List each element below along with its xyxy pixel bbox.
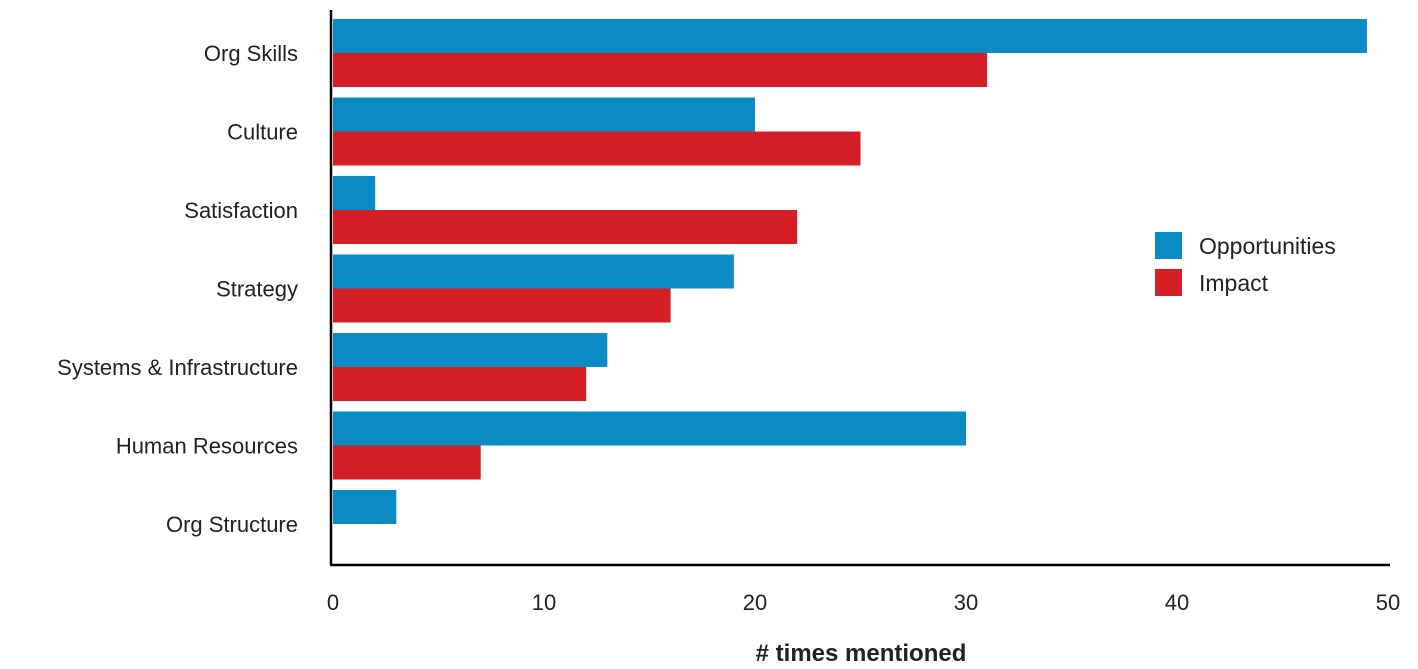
category-label: Human Resources (116, 434, 298, 459)
category-label: Satisfaction (184, 198, 298, 223)
bar-opportunities-6 (333, 490, 397, 524)
category-label: Org Structure (166, 512, 298, 537)
legend: Opportunities Impact (1155, 232, 1336, 296)
bar-opportunities-3 (333, 254, 734, 289)
x-tick-label: 50 (1376, 590, 1400, 615)
legend-swatch-impact (1155, 269, 1182, 296)
x-tick-label: 20 (743, 590, 767, 615)
x-axis-title: # times mentioned (756, 640, 967, 667)
legend-label-impact: Impact (1199, 270, 1269, 296)
bar-impact-1 (333, 131, 861, 166)
x-tick-label: 30 (954, 590, 978, 615)
category-labels: Org Skills Culture Satisfaction Strategy Sys… (57, 41, 298, 537)
bar-opportunities-2 (333, 176, 376, 210)
bar-impact-2 (333, 210, 798, 244)
bar-impact-4 (333, 367, 587, 401)
legend-label-opportunities: Opportunities (1199, 233, 1336, 259)
bar-opportunities-0 (333, 19, 1367, 53)
bar-opportunities-5 (333, 411, 966, 446)
bar-opportunities-1 (333, 97, 755, 132)
x-tick-labels: 0 10 20 30 40 50 (327, 590, 1400, 615)
bar-impact-3 (333, 288, 671, 323)
x-tick-label: 10 (532, 590, 556, 615)
x-tick-label: 0 (327, 590, 339, 615)
x-tick-label: 40 (1165, 590, 1189, 615)
category-label: Org Skills (204, 41, 298, 66)
bar-impact-5 (333, 445, 481, 480)
category-label: Strategy (216, 277, 298, 302)
bar-impact-0 (333, 53, 988, 87)
category-label: Culture (227, 120, 298, 145)
category-label: Systems & Infrastructure (57, 355, 298, 380)
legend-swatch-opportunities (1155, 232, 1182, 259)
bar-opportunities-4 (333, 333, 608, 367)
bars-group (333, 19, 1367, 524)
